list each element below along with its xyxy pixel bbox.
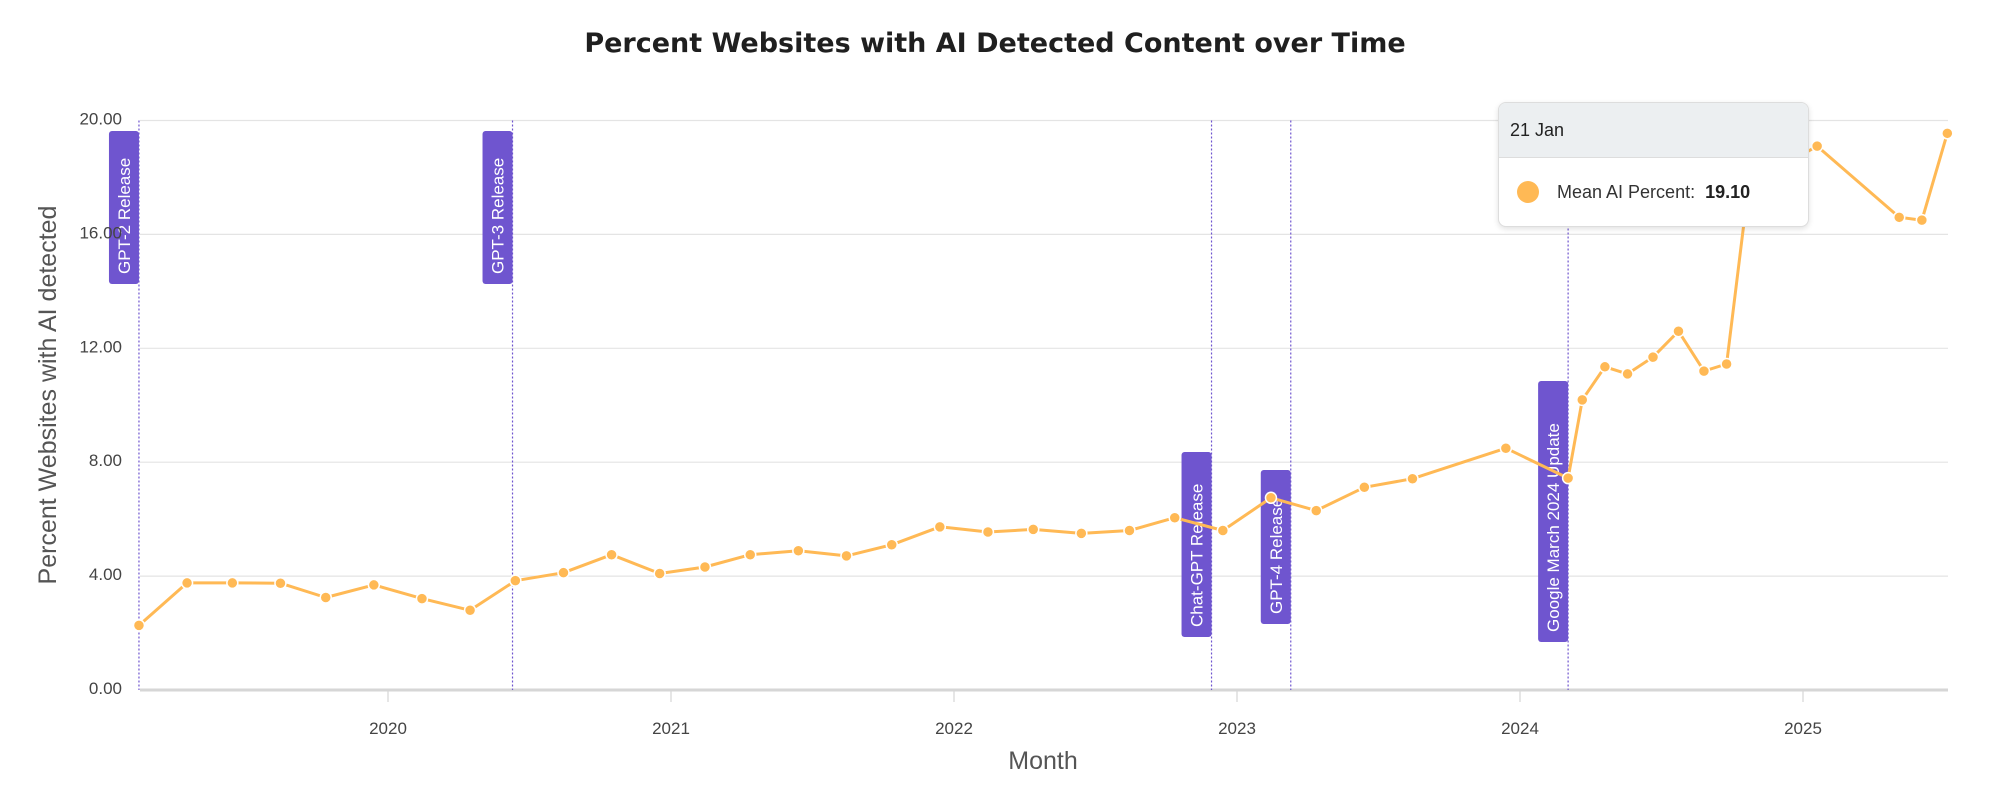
data-point bbox=[274, 576, 287, 590]
data-point bbox=[226, 576, 239, 590]
event-label-box bbox=[1538, 381, 1569, 642]
data-point bbox=[1646, 350, 1660, 364]
data-point bbox=[1309, 504, 1323, 517]
x-tick-label: 2023 bbox=[1218, 719, 1256, 738]
data-point bbox=[1561, 471, 1575, 485]
data-point bbox=[1075, 527, 1088, 540]
data-point bbox=[1358, 481, 1371, 494]
event-label: GPT-4 Release bbox=[1267, 498, 1286, 614]
data-point bbox=[1621, 367, 1634, 381]
data-point bbox=[1576, 393, 1589, 407]
x-tick-label: 2022 bbox=[935, 719, 973, 738]
data-point bbox=[1264, 491, 1278, 505]
y-tick-label: 20.00 bbox=[79, 110, 122, 129]
data-point bbox=[981, 525, 995, 539]
data-point bbox=[1892, 211, 1906, 224]
event-label-box bbox=[482, 131, 513, 284]
event-label: Google March 2024 Update bbox=[1544, 423, 1563, 632]
event-label-box bbox=[1181, 452, 1212, 637]
y-tick-label: 12.00 bbox=[79, 337, 122, 356]
data-point bbox=[557, 566, 570, 579]
data-point bbox=[1216, 524, 1230, 537]
event-label-box bbox=[108, 131, 139, 284]
data-point bbox=[605, 548, 618, 561]
tooltip-value: 19.10 bbox=[1705, 181, 1751, 202]
event-label: GPT-3 Release bbox=[489, 158, 508, 274]
y-tick-label: 0.00 bbox=[89, 679, 122, 698]
data-point bbox=[1499, 441, 1513, 455]
data-point bbox=[463, 604, 477, 617]
data-point bbox=[933, 520, 947, 534]
chart-title: Percent Websites with AI Detected Conten… bbox=[584, 28, 1405, 59]
x-tick-label: 2021 bbox=[652, 719, 690, 738]
data-point bbox=[1598, 360, 1612, 374]
data-point bbox=[415, 592, 429, 605]
y-axis-title: Percent Websites with AI detected bbox=[34, 206, 62, 585]
tooltip-series-label: Mean AI Percent: bbox=[1557, 181, 1696, 202]
event-label: GPT-2 Release bbox=[115, 158, 134, 274]
event-label-box bbox=[1260, 470, 1291, 624]
data-point bbox=[509, 574, 522, 587]
data-point bbox=[1720, 357, 1733, 371]
data-point bbox=[1123, 524, 1136, 537]
x-tick-label: 2025 bbox=[1784, 719, 1822, 738]
x-axis-title: Month bbox=[1008, 747, 1077, 775]
data-point bbox=[1406, 472, 1419, 485]
data-point bbox=[319, 591, 332, 604]
tooltip: 21 Jan Mean AI Percent: 19.10 bbox=[1498, 102, 1809, 227]
data-point bbox=[792, 544, 805, 558]
event-label: Chat-GPT Release bbox=[1188, 484, 1207, 627]
x-tick-label: 2024 bbox=[1501, 719, 1539, 738]
data-point bbox=[885, 538, 898, 552]
data-point bbox=[840, 549, 853, 563]
data-point bbox=[1026, 523, 1040, 536]
data-point bbox=[1941, 127, 1954, 140]
data-point bbox=[698, 560, 712, 574]
data-point bbox=[1672, 324, 1685, 338]
series-color-dot-icon bbox=[1517, 181, 1539, 203]
data-point bbox=[653, 567, 666, 580]
data-point bbox=[1168, 511, 1181, 524]
x-tick-label: 2020 bbox=[369, 719, 407, 738]
data-point bbox=[180, 576, 194, 590]
data-point bbox=[1697, 364, 1711, 378]
data-point bbox=[132, 619, 146, 632]
y-tick-label: 8.00 bbox=[89, 451, 122, 470]
y-tick-label: 16.00 bbox=[79, 223, 122, 242]
data-point bbox=[743, 548, 757, 561]
tooltip-date: 21 Jan bbox=[1499, 103, 1808, 158]
y-tick-label: 4.00 bbox=[89, 565, 122, 584]
data-point bbox=[1810, 139, 1824, 153]
data-point bbox=[367, 578, 381, 592]
data-point bbox=[1915, 213, 1929, 227]
